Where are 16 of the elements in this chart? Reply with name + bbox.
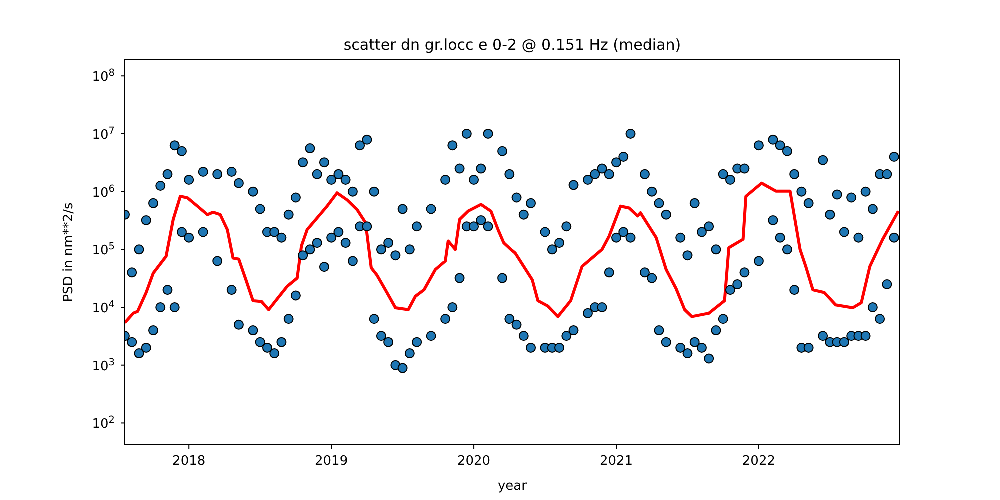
line-series <box>125 182 900 324</box>
y-tick-label: 10$^{4}$ <box>92 299 115 317</box>
x-tick-label: 2020 <box>457 454 491 469</box>
chart-title: scatter dn gr.locc e 0-2 @ 0.151 Hz (median) <box>342 36 682 54</box>
x-tick-label: 2021 <box>600 454 634 469</box>
y-axis-title: PSD in nm**2/s <box>62 202 77 302</box>
x-axis-title: year <box>498 479 528 494</box>
y-tick-label: 10$^{3}$ <box>92 356 115 374</box>
y-tick-label: 10$^{2}$ <box>92 414 115 432</box>
y-tick-label: 10$^{5}$ <box>92 241 115 259</box>
y-tick-label: 10$^{8}$ <box>92 68 115 86</box>
y-tick-label: 10$^{7}$ <box>92 125 115 143</box>
y-tick-label: 10$^{6}$ <box>92 183 115 201</box>
x-tick-label: 2018 <box>172 454 206 469</box>
x-tick-label: 2019 <box>315 454 348 469</box>
x-tick-label: 2022 <box>742 454 776 469</box>
